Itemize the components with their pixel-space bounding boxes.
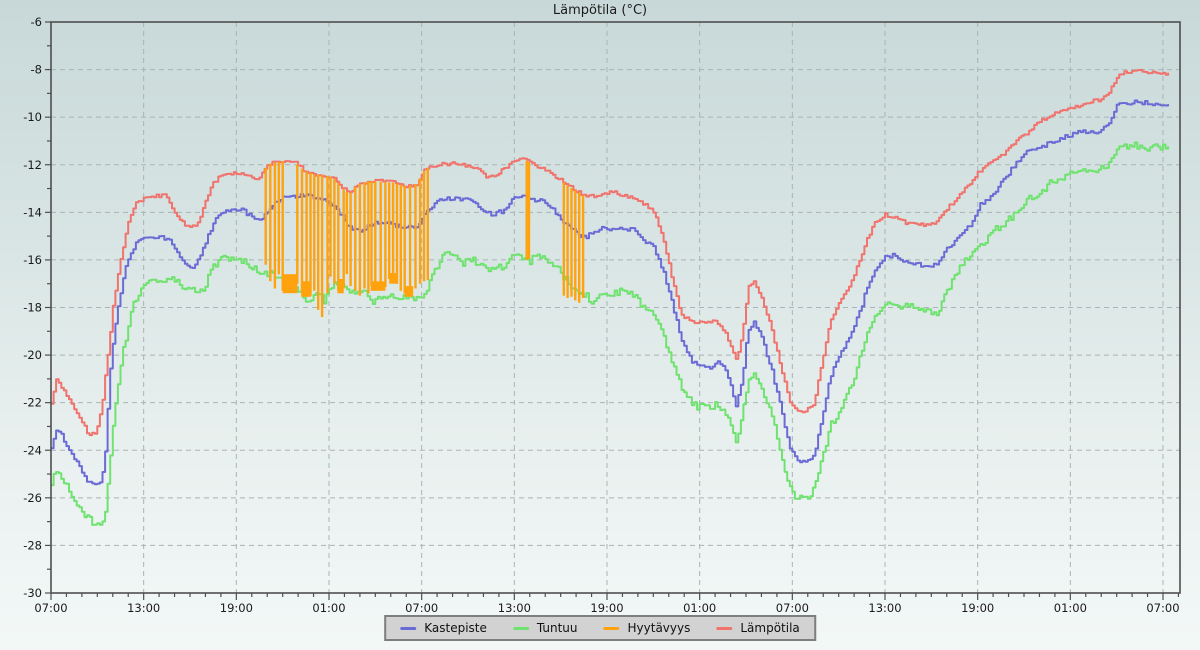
y-tick-label: -24 xyxy=(23,443,42,457)
x-tick-label: 13:00 xyxy=(498,601,531,615)
x-tick-label: 07:00 xyxy=(405,601,438,615)
legend-item-lampotila: Lämpötila xyxy=(716,621,800,635)
series-line-tuntuu xyxy=(51,141,1170,526)
plot-border xyxy=(50,21,1181,594)
y-tick-label: -6 xyxy=(31,15,42,29)
chart-title: Lämpötila (°C) xyxy=(552,3,648,18)
x-tick-label: 19:00 xyxy=(220,601,253,615)
y-tick-label: -16 xyxy=(23,253,42,267)
legend-item-tuntuu: Tuntuu xyxy=(512,621,578,635)
x-tick-label: 19:00 xyxy=(590,601,623,615)
legend-label: Tuntuu xyxy=(536,621,578,635)
x-tick-label: 13:00 xyxy=(127,601,160,615)
x-tick-label: 07:00 xyxy=(776,601,809,615)
y-tick-label: -20 xyxy=(23,348,42,362)
hyytavyys-line-swatch xyxy=(603,626,620,630)
x-tick-label: 19:00 xyxy=(961,601,994,615)
series-line-lämpötila xyxy=(51,68,1170,437)
legend-label: Kastepiste xyxy=(424,621,487,635)
y-tick-label: -12 xyxy=(23,158,42,172)
y-tick-label: -18 xyxy=(23,301,42,315)
x-tick-label: 01:00 xyxy=(1054,601,1087,615)
y-tick-label: -30 xyxy=(23,586,42,600)
legend-item-hyytavyys: Hyytävyys xyxy=(603,621,691,635)
x-tick-label: 07:00 xyxy=(34,601,67,615)
kastepiste-line-swatch xyxy=(400,626,417,630)
legend-label: Lämpötila xyxy=(740,621,800,635)
y-tick-label: -10 xyxy=(23,110,42,124)
x-tick-label: 13:00 xyxy=(868,601,901,615)
lampotila-line-swatch xyxy=(716,626,733,630)
y-tick-label: -14 xyxy=(23,205,42,219)
x-tick-label: 01:00 xyxy=(312,601,345,615)
series-line-kastepiste xyxy=(51,99,1170,486)
legend-item-kastepiste: Kastepiste xyxy=(400,621,487,635)
hyytavyys-run xyxy=(337,279,344,294)
y-tick-label: -22 xyxy=(23,396,42,410)
x-tick-label: 01:00 xyxy=(683,601,716,615)
y-tick-label: -28 xyxy=(23,538,42,552)
hyytavyys-run xyxy=(282,274,298,294)
chart-legend: Kastepiste Tuntuu Hyytävyys Lämpötila xyxy=(384,615,816,641)
x-tick-label: 07:00 xyxy=(1146,601,1179,615)
y-tick-label: -26 xyxy=(23,491,42,505)
y-tick-label: -8 xyxy=(31,63,42,77)
legend-label: Hyytävyys xyxy=(627,621,691,635)
hyytavyys-run xyxy=(370,281,386,291)
tuntuu-line-swatch xyxy=(512,626,529,630)
